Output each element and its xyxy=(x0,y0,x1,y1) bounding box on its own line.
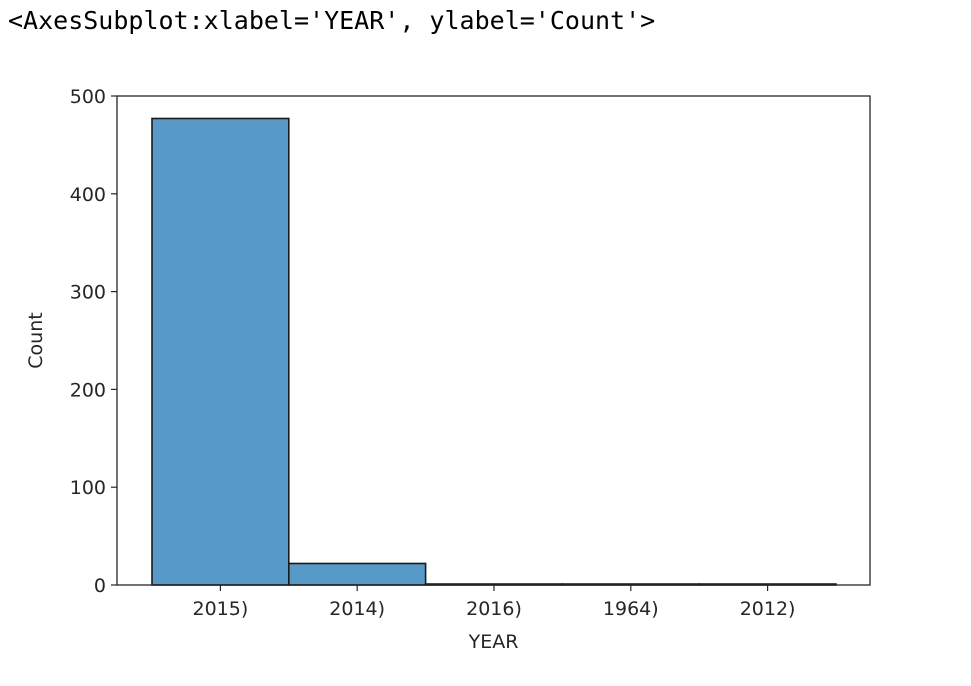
x-axis-label: YEAR xyxy=(468,631,519,653)
bars-group xyxy=(151,117,837,586)
x-tick-label: 2012) xyxy=(740,598,796,620)
y-tick-label: 0 xyxy=(94,575,106,597)
histogram-bar xyxy=(287,562,427,586)
y-tick-label: 100 xyxy=(70,477,106,499)
x-tick-label: 2015) xyxy=(193,598,249,620)
y-tick-label: 500 xyxy=(70,86,106,108)
y-tick-label: 300 xyxy=(70,282,106,304)
y-tick-label: 200 xyxy=(70,379,106,401)
histogram-bar xyxy=(151,117,290,586)
y-axis-ticks: 0 100 200 300 400 500 xyxy=(70,86,117,597)
y-tick-label: 400 xyxy=(70,184,106,206)
x-axis-ticks: 2015) 2014) 2016) 1964) 2012) xyxy=(193,585,796,620)
output-repr-text: <AxesSubplot:xlabel='YEAR', ylabel='Coun… xyxy=(8,6,656,35)
x-tick-label: 2016) xyxy=(466,598,522,620)
x-tick-label: 1964) xyxy=(603,598,659,620)
y-axis-label: Count xyxy=(25,312,47,368)
x-tick-label: 2014) xyxy=(329,598,385,620)
